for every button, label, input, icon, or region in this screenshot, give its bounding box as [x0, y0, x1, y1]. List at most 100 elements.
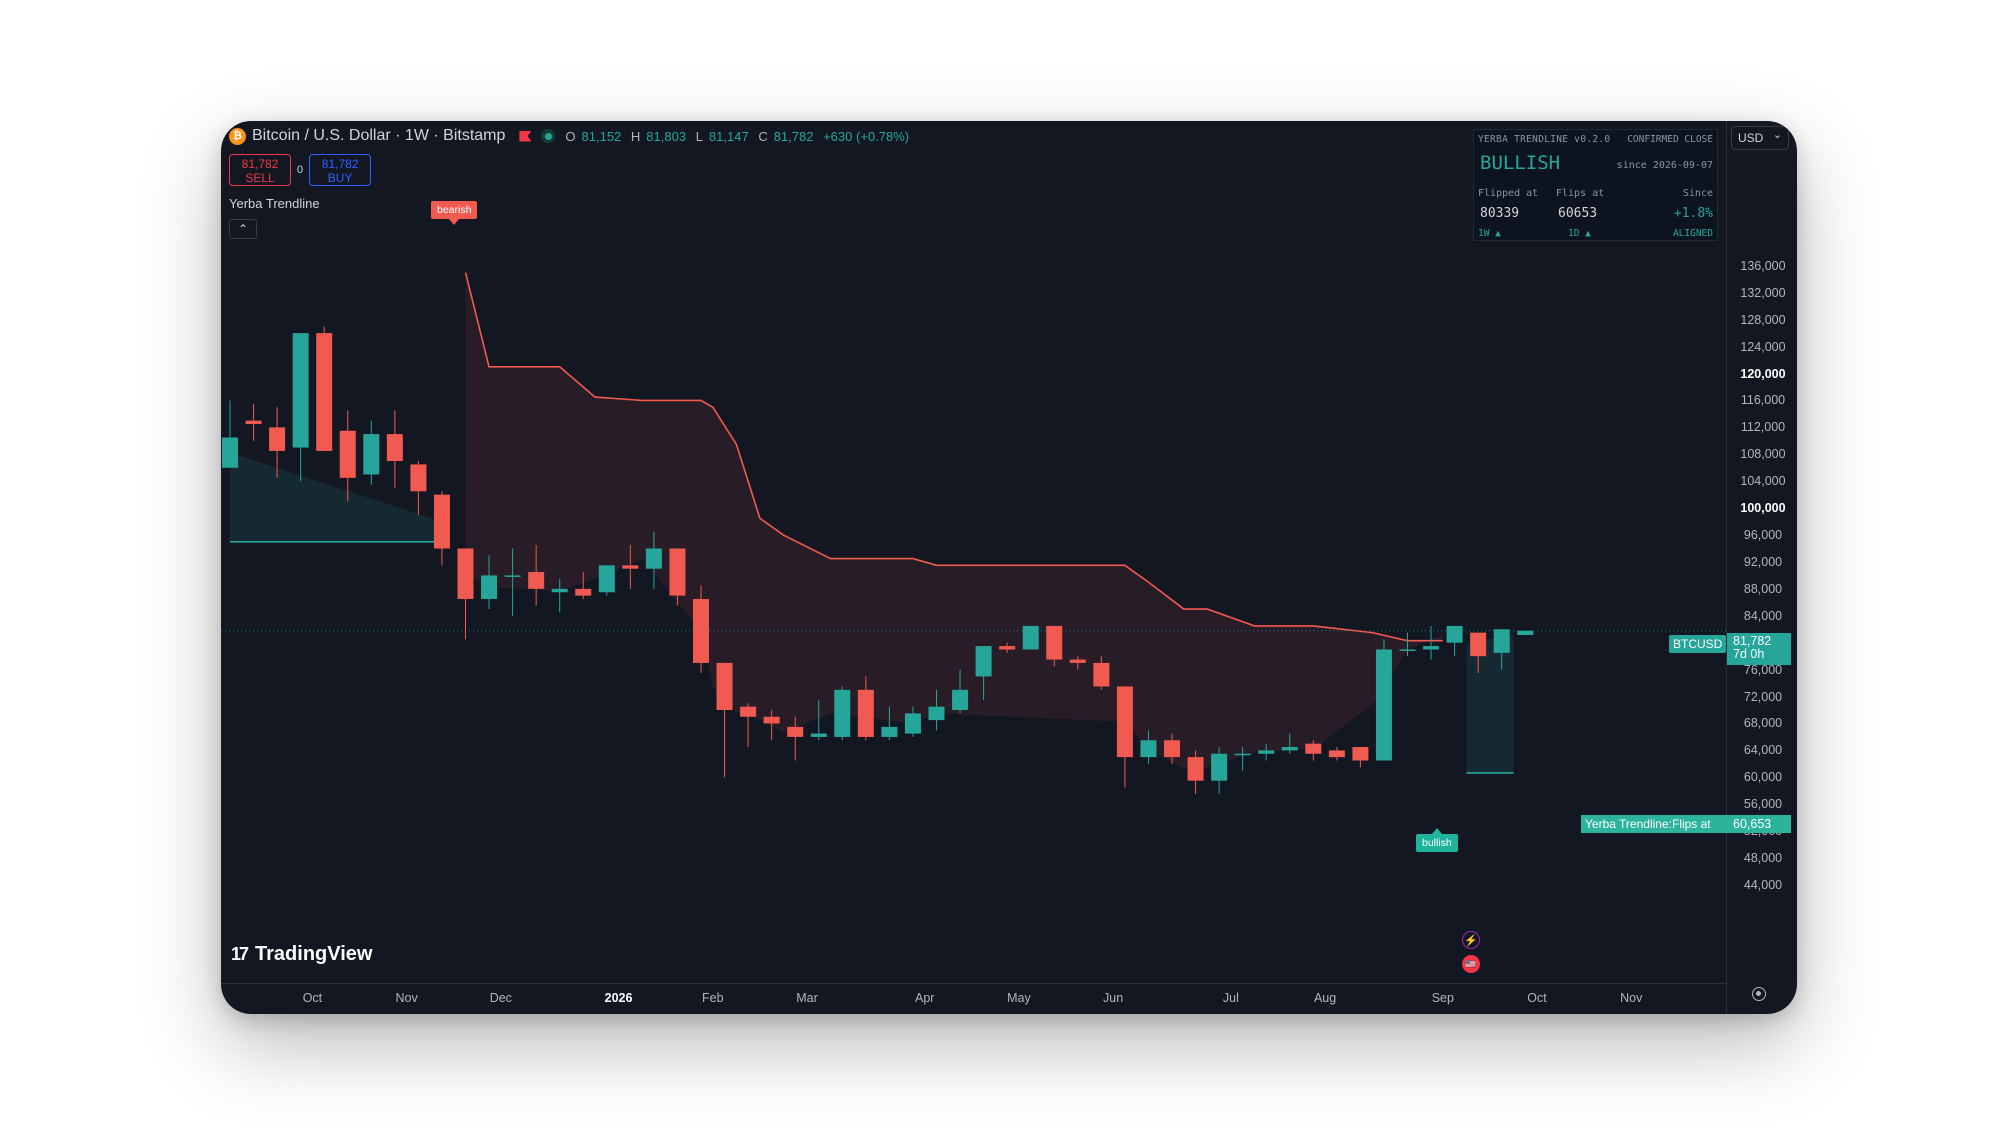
- candle-body: [339, 430, 356, 478]
- candle-body: [1375, 649, 1392, 761]
- candle-body: [1399, 649, 1416, 651]
- candle-body: [1281, 747, 1298, 751]
- price-tick-label: 96,000: [1743, 528, 1783, 543]
- symbol-price-tag: BTCUSD: [1669, 635, 1727, 653]
- candle-body: [645, 548, 662, 569]
- time-tick-label: May: [1007, 991, 1031, 1005]
- bitcoin-icon: ₿: [229, 127, 246, 145]
- chart-window: ₿ Bitcoin / U.S. Dollar · 1W · Bitstamp …: [221, 121, 1797, 1014]
- settings-icon[interactable]: [1752, 987, 1766, 1001]
- trend-since: since 2026-09-07: [1616, 160, 1713, 171]
- candle-body: [1046, 625, 1063, 660]
- price-tick-label: 76,000: [1743, 662, 1783, 677]
- price-tick-label: 84,000: [1743, 608, 1783, 623]
- price-tick-label: 104,000: [1740, 474, 1786, 489]
- candle-body: [1211, 753, 1228, 781]
- time-axis-divider: [221, 983, 1726, 984]
- trend-state: BULLISH: [1480, 152, 1561, 174]
- price-tick-label: 112,000: [1740, 420, 1786, 435]
- candle-body: [763, 716, 780, 724]
- ohlc-values: O 81,152 H 81,803 L 81,147 C 81,782 +630 (+0…: [565, 128, 910, 144]
- candle-body: [410, 464, 427, 492]
- lightning-event-icon[interactable]: ⚡: [1462, 931, 1480, 949]
- candle-body: [1187, 757, 1204, 781]
- price-tick-label: 56,000: [1743, 797, 1783, 812]
- tradingview-logo[interactable]: 17 TradingView: [231, 943, 373, 965]
- candle-body: [269, 427, 286, 451]
- flips-value: 60653: [1558, 206, 1598, 221]
- since-label: Since: [1682, 188, 1713, 199]
- price-tick-label: 100,000: [1740, 501, 1786, 516]
- price-tick-label: 128,000: [1740, 312, 1786, 327]
- trendline-status-panel: YERBA TRENDLINE v0.2.0 CONFIRMED CLOSE B…: [1473, 129, 1718, 241]
- candle-body: [1517, 630, 1534, 635]
- time-tick-label: Jul: [1222, 991, 1239, 1005]
- price-tick-label: 68,000: [1743, 716, 1783, 731]
- price-chart[interactable]: [221, 121, 1797, 1014]
- price-axis-divider: [1726, 121, 1727, 1014]
- panel-title: YERBA TRENDLINE v0.2.0: [1478, 134, 1611, 145]
- time-tick-label: Mar: [796, 991, 818, 1005]
- price-tick-label: 124,000: [1740, 339, 1786, 354]
- candle-body: [481, 575, 498, 599]
- time-tick-label: Sep: [1431, 991, 1454, 1005]
- candle-body: [1069, 659, 1086, 663]
- candle-body: [904, 713, 921, 734]
- timeframe-1d: 1D ▲: [1568, 228, 1591, 239]
- candle-body: [622, 565, 639, 569]
- collapse-indicators-button[interactable]: ⌃: [229, 219, 257, 239]
- indicator-name[interactable]: Yerba Trendline: [229, 196, 320, 211]
- buy-button[interactable]: 81,782 BUY: [309, 154, 372, 186]
- candle-body: [433, 494, 450, 549]
- trade-buttons: 81,782 SELL 0 81,782 BUY: [229, 154, 372, 186]
- price-tick-label: 136,000: [1740, 258, 1786, 273]
- panel-confirm: CONFIRMED CLOSE: [1627, 134, 1713, 145]
- flipped-value: 80339: [1480, 206, 1520, 221]
- price-tick-label: 92,000: [1743, 554, 1783, 569]
- candle-body: [575, 588, 592, 596]
- candle-body: [245, 420, 262, 424]
- timeframe-1w: 1W ▲: [1478, 228, 1501, 239]
- flipped-label: Flipped at: [1478, 188, 1539, 199]
- sell-button[interactable]: 81,782 SELL: [229, 154, 291, 186]
- price-tick-label: 48,000: [1743, 851, 1783, 866]
- time-tick-label: 2026: [604, 991, 633, 1005]
- candle-body: [834, 689, 851, 737]
- candle-body: [810, 733, 827, 737]
- flip-level-tag: Yerba Trendline:Flips at: [1581, 815, 1731, 833]
- flag-icon[interactable]: [519, 130, 532, 142]
- currency-select[interactable]: USD: [1731, 126, 1789, 150]
- candle-body: [222, 437, 238, 468]
- candle-body: [999, 646, 1016, 650]
- candle-body: [504, 575, 521, 577]
- flip-level-value: 60,653: [1727, 815, 1791, 833]
- time-tick-label: Apr: [914, 991, 935, 1005]
- symbol-header: ₿ Bitcoin / U.S. Dollar · 1W · Bitstamp …: [229, 127, 909, 145]
- time-tick-label: Aug: [1313, 991, 1337, 1005]
- candle-body: [1164, 740, 1180, 758]
- time-tick-label: Dec: [489, 991, 512, 1005]
- candle-body: [952, 689, 969, 711]
- bearish-label: bearish: [431, 201, 478, 225]
- tradingview-mark-icon: 17: [231, 944, 249, 964]
- price-tick-label: 116,000: [1740, 393, 1786, 408]
- candle-body: [693, 598, 709, 663]
- us-flag-event-icon[interactable]: 🇺🇸: [1462, 955, 1480, 973]
- price-change: +630 (+0.78%): [823, 128, 910, 144]
- price-tick-label: 88,000: [1743, 581, 1783, 596]
- price-tick-label: 64,000: [1743, 743, 1783, 758]
- time-tick-label: Nov: [395, 991, 418, 1005]
- since-value: +1.8%: [1673, 206, 1713, 221]
- bullish-label: bullish: [1416, 828, 1458, 852]
- candle-body: [716, 662, 733, 711]
- candle-body: [386, 434, 403, 462]
- price-tick-label: 44,000: [1743, 878, 1783, 892]
- price-tick-label: 108,000: [1740, 447, 1786, 462]
- candle-body: [1423, 646, 1440, 650]
- market-status-icon[interactable]: [541, 129, 556, 143]
- symbol-title[interactable]: Bitcoin / U.S. Dollar · 1W · Bitstamp: [252, 127, 506, 144]
- candle-body: [881, 726, 898, 737]
- candle-body: [740, 706, 757, 717]
- candle-body: [292, 333, 309, 448]
- price-tick-label: 72,000: [1743, 689, 1783, 704]
